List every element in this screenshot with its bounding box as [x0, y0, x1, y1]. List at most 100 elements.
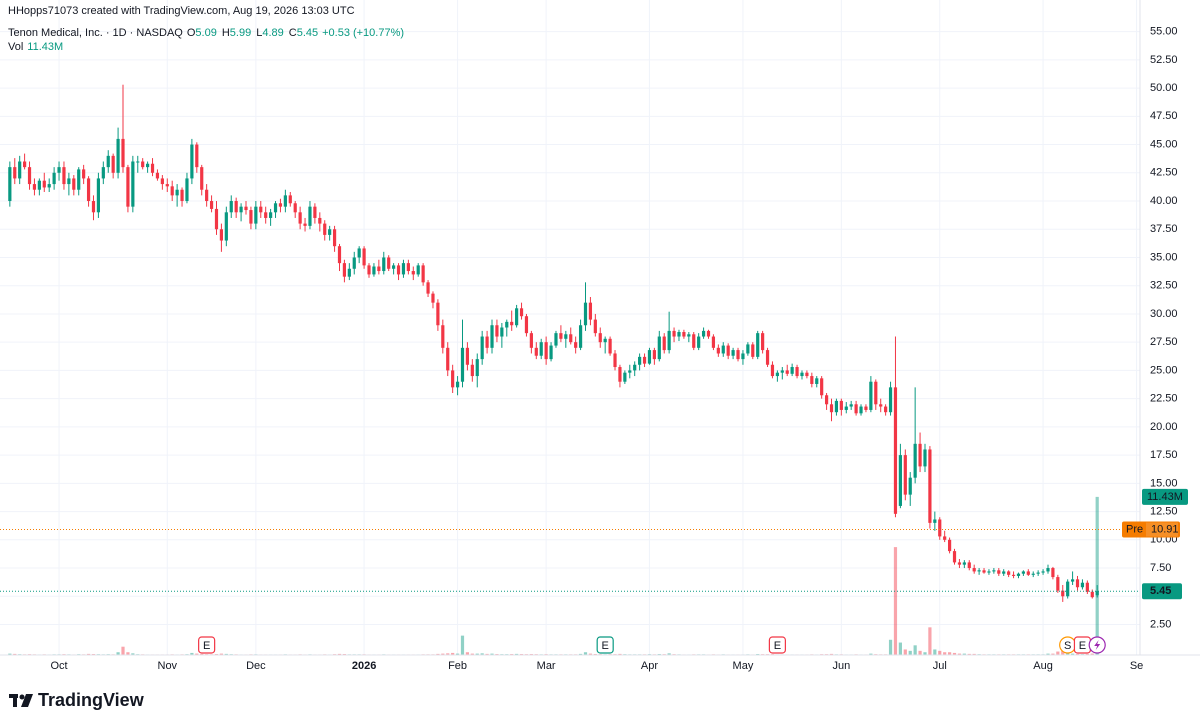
candle-body [436, 302, 440, 326]
ohlc-key: O [187, 27, 196, 39]
event-badge [198, 636, 216, 654]
candle-body [598, 333, 602, 343]
volume-bar [13, 653, 17, 655]
candle-body [308, 206, 312, 226]
y-tick-label: 17.50 [1150, 449, 1178, 461]
candle-body [234, 201, 238, 213]
candle-body [1026, 571, 1030, 575]
y-tick-label: 37.50 [1150, 223, 1178, 235]
event-label: E [203, 640, 210, 652]
candle-body [278, 203, 283, 207]
price-lines [0, 529, 1140, 592]
candle-body [977, 570, 981, 572]
candle-body [480, 336, 484, 360]
candle-body [96, 178, 101, 213]
volume-bar [908, 650, 912, 655]
candle-body [633, 364, 637, 371]
change: +0.53 [322, 27, 350, 39]
candle-body [229, 201, 233, 213]
candle-body [37, 180, 41, 190]
volume-bar [1095, 496, 1099, 655]
logo-slash [21, 694, 33, 707]
candle-body [539, 342, 543, 356]
volume-value: 11.43M [27, 41, 63, 53]
candle-body [711, 336, 716, 348]
ohlc-value: 5.45 [297, 27, 318, 39]
candle-body [1090, 591, 1094, 598]
candle-body [406, 263, 410, 272]
candle-body [893, 387, 898, 514]
candle-body [613, 353, 617, 368]
y-tick-label: 45.00 [1150, 138, 1178, 150]
candle-body [362, 248, 366, 266]
candle-body [534, 347, 538, 356]
candle-body [1041, 571, 1045, 573]
volume-bar [918, 650, 922, 655]
candle-body [515, 308, 519, 326]
candle-body [377, 266, 381, 272]
candle-body [775, 372, 779, 377]
candle-body [347, 268, 351, 277]
volume-bar [829, 653, 834, 655]
volume-bar [1085, 653, 1089, 655]
candle-body [765, 350, 770, 365]
event-label: E [1079, 640, 1086, 652]
volume-bar [480, 653, 484, 655]
ohlc-key: C [289, 27, 297, 39]
x-tick-label: Aug [1033, 660, 1053, 672]
candle-body [32, 184, 37, 190]
volume-bar [451, 652, 455, 655]
candle-body [923, 449, 927, 467]
candle-body [328, 229, 332, 235]
candle-body [1070, 579, 1075, 582]
volume-bar [441, 653, 445, 655]
candle-body [1011, 574, 1016, 576]
volume-bar [460, 635, 465, 655]
candle-body [1002, 571, 1006, 574]
candle-body [992, 570, 996, 572]
candle-body [8, 167, 12, 202]
candle-body [446, 347, 450, 371]
credit: HHopps71073 created with TradingView.com… [8, 5, 355, 17]
candle-body [1085, 582, 1089, 592]
volume-bar [490, 653, 494, 655]
y-tick-label: 55.00 [1150, 26, 1178, 38]
candle-body [677, 332, 681, 337]
candle-body [249, 210, 253, 224]
volume-bar [952, 652, 957, 655]
x-tick-label: Jun [832, 660, 850, 672]
candle-body [588, 302, 593, 320]
x-tick-label: Mar [537, 660, 556, 672]
candle-body [574, 342, 578, 348]
candle-body [224, 212, 228, 241]
volume-bar [121, 646, 125, 655]
volume-bar [583, 652, 588, 655]
volume-key: Vol [8, 41, 23, 53]
y-tick-label: 20.00 [1150, 421, 1178, 433]
y-tick-label: 22.50 [1150, 393, 1178, 405]
candle-body [396, 265, 401, 275]
volume-bar [1046, 653, 1050, 655]
candle-body [638, 356, 642, 365]
candle-body [382, 257, 386, 272]
candle-body [67, 178, 71, 185]
volume-bar [8, 653, 12, 655]
volume-bar [869, 653, 873, 655]
volume-bar [515, 653, 519, 655]
x-tick-label: Jul [933, 660, 947, 672]
candle-body [1056, 577, 1060, 591]
candle-body [800, 372, 804, 377]
volume-bar [943, 652, 947, 655]
candle-body [967, 562, 971, 569]
volume-bar [337, 653, 342, 655]
candle-body [554, 333, 558, 346]
candle-body [1021, 571, 1025, 574]
candle-body [608, 338, 612, 354]
volume-bar [903, 649, 907, 655]
volume-bar [962, 653, 966, 655]
candle-body [623, 372, 627, 382]
candle-body [426, 282, 430, 294]
y-tick-label: 32.50 [1150, 280, 1178, 292]
candle-body [1036, 572, 1040, 574]
candle-body [332, 229, 337, 247]
